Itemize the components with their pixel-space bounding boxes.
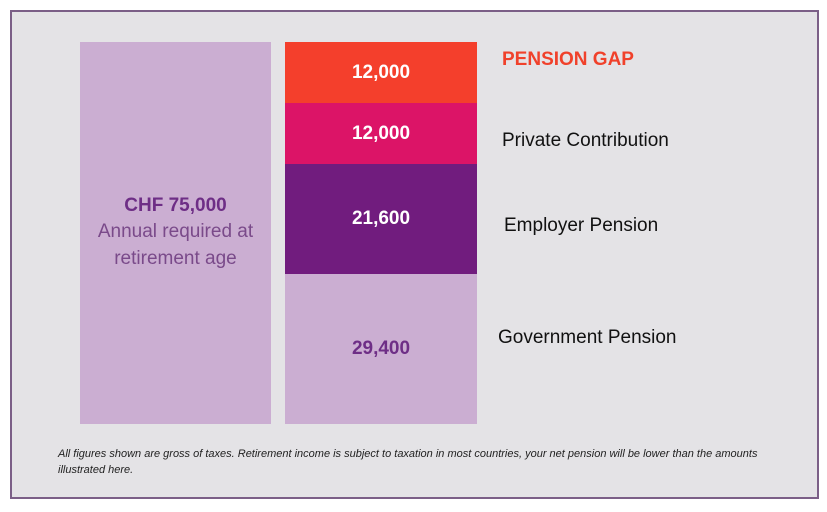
stack-segment-government-pension: 29,400 [285,274,477,424]
footnote: All figures shown are gross of taxes. Re… [58,448,758,476]
stack-segment-employer-pension: 21,600 [285,164,477,274]
stack-segment-private-contribution: 12,000 [285,103,477,164]
required-income-bar: CHF 75,000 Annual required at retirement… [80,42,271,424]
required-income-amount: CHF 75,000 [124,195,227,216]
segment-label-government-pension: Government Pension [498,327,677,348]
segment-label-pension-gap: PENSION GAP [502,48,634,70]
segment-label-private-contribution: Private Contribution [502,129,669,151]
pension-stack: 12,000 12,000 21,600 29,400 [285,42,477,424]
stack-segment-pension-gap: 12,000 [285,42,477,103]
segment-label-employer-pension: Employer Pension [504,215,659,236]
required-income-description: Annual required at retirement age [97,221,254,269]
